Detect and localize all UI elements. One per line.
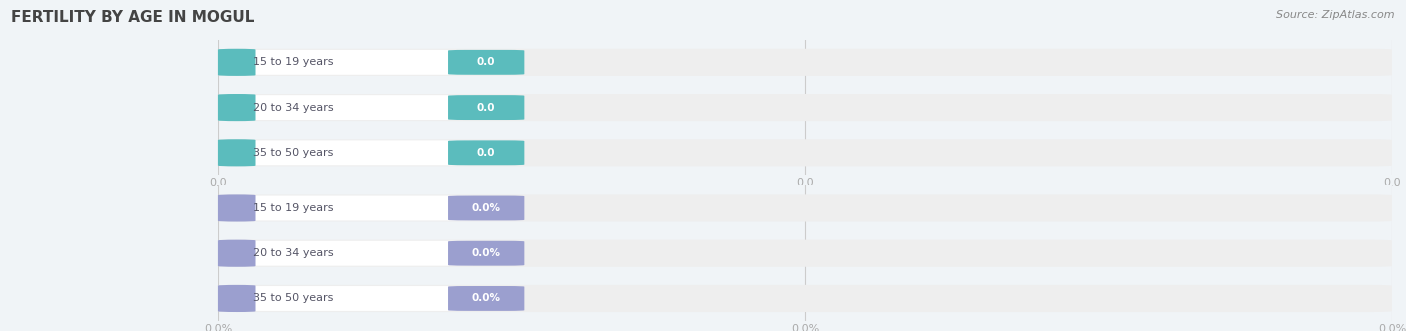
Text: 15 to 19 years: 15 to 19 years: [253, 203, 333, 213]
FancyBboxPatch shape: [218, 49, 1392, 76]
FancyBboxPatch shape: [218, 94, 1392, 121]
Text: 0.0: 0.0: [477, 57, 495, 67]
FancyBboxPatch shape: [218, 285, 1392, 312]
FancyBboxPatch shape: [449, 241, 524, 266]
FancyBboxPatch shape: [239, 50, 474, 75]
FancyBboxPatch shape: [449, 140, 524, 165]
FancyBboxPatch shape: [218, 139, 256, 166]
FancyBboxPatch shape: [218, 139, 1392, 166]
FancyBboxPatch shape: [218, 49, 256, 76]
FancyBboxPatch shape: [449, 286, 524, 311]
Text: 15 to 19 years: 15 to 19 years: [253, 57, 333, 67]
FancyBboxPatch shape: [239, 286, 474, 311]
FancyBboxPatch shape: [218, 194, 1392, 221]
Text: 20 to 34 years: 20 to 34 years: [253, 248, 333, 258]
Text: 35 to 50 years: 35 to 50 years: [253, 294, 333, 304]
Text: 0.0%: 0.0%: [471, 294, 501, 304]
FancyBboxPatch shape: [239, 196, 474, 220]
FancyBboxPatch shape: [218, 285, 256, 312]
FancyBboxPatch shape: [218, 240, 256, 267]
Text: 0.0: 0.0: [477, 148, 495, 158]
FancyBboxPatch shape: [218, 194, 256, 221]
Text: 0.0%: 0.0%: [471, 248, 501, 258]
FancyBboxPatch shape: [239, 140, 474, 165]
FancyBboxPatch shape: [239, 241, 474, 266]
FancyBboxPatch shape: [218, 240, 1392, 267]
FancyBboxPatch shape: [239, 95, 474, 120]
Text: 20 to 34 years: 20 to 34 years: [253, 103, 333, 113]
FancyBboxPatch shape: [218, 94, 256, 121]
Text: 0.0: 0.0: [477, 103, 495, 113]
Text: Source: ZipAtlas.com: Source: ZipAtlas.com: [1277, 10, 1395, 20]
Text: FERTILITY BY AGE IN MOGUL: FERTILITY BY AGE IN MOGUL: [11, 10, 254, 25]
FancyBboxPatch shape: [449, 95, 524, 120]
FancyBboxPatch shape: [449, 196, 524, 220]
Text: 0.0%: 0.0%: [471, 203, 501, 213]
Text: 35 to 50 years: 35 to 50 years: [253, 148, 333, 158]
FancyBboxPatch shape: [449, 50, 524, 75]
